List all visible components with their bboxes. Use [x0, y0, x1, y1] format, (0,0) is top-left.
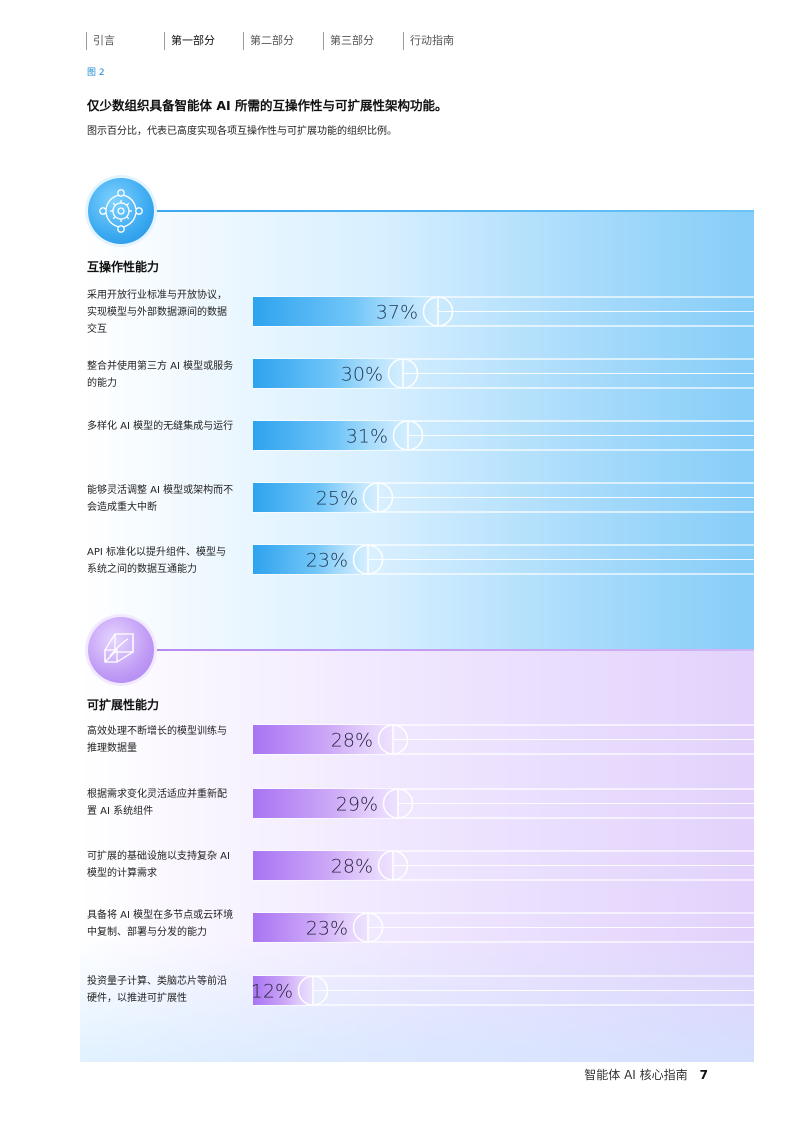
figure-subtitle: 图示百分比，代表已高度实现各项互操作性与可扩展功能的组织比例。	[87, 126, 397, 137]
figure-title: 仅少数组织具备智能体 AI 所需的互操作性与可扩展性架构功能。	[87, 98, 448, 113]
scale-2-bar	[253, 789, 398, 818]
interoperability-panel	[80, 212, 754, 652]
scale-4-bar	[253, 913, 368, 942]
scale-1-bar	[253, 725, 393, 754]
interop-3-bar	[253, 421, 408, 450]
interop-row-label-4: 能够灵活调整 AI 模型或架构而不会造成重大中断	[87, 485, 234, 513]
interop-row-label-1: 采用开放行业标准与开放协议，实现模型与外部数据源间的数据交互	[87, 290, 227, 335]
interop-2-value-label: 30%	[341, 364, 383, 386]
scale-row-label-3: 可扩展的基础设施以支持复杂 AI 模型的计算需求	[87, 851, 230, 879]
scale-3-bar	[253, 851, 393, 880]
interoperability-title: 互操作性能力	[87, 260, 160, 274]
interop-5-value-label: 23%	[306, 550, 348, 572]
page-number: 7	[699, 1068, 708, 1082]
interop-4-bar	[253, 483, 378, 512]
scale-1-value-label: 28%	[331, 730, 373, 752]
cube-wireframe-icon	[88, 617, 154, 683]
scale-row-label-4: 具备将 AI 模型在多节点或云环境中复制、部署与分发的能力	[87, 910, 234, 938]
interop-3-value-label: 31%	[346, 426, 388, 448]
scale-row-label-1: 高效处理不断增长的模型训练与推理数据量	[87, 726, 227, 754]
scalability-divider	[156, 649, 754, 651]
gear-network-icon	[88, 178, 154, 244]
nav-item-intro[interactable]: 引言	[86, 32, 115, 50]
interop-row-label-2: 整合并使用第三方 AI 模型或服务的能力	[87, 361, 234, 389]
scale-row-label-2: 根据需求变化灵活适应并重新配置 AI 系统组件	[87, 789, 227, 817]
scale-2-value-label: 29%	[336, 794, 378, 816]
footer-title: 智能体 AI 核心指南	[584, 1068, 688, 1082]
figure-label: 图 2	[87, 68, 105, 78]
scale-5-value-label: 12%	[251, 981, 293, 1003]
nav-item-part1[interactable]: 第一部分	[164, 32, 215, 50]
page-footer: 智能体 AI 核心指南 7	[584, 1066, 708, 1083]
interop-2-bar	[253, 359, 403, 388]
scale-row-label-5: 投资量子计算、类脑芯片等前沿硬件，以推进可扩展性	[87, 976, 227, 1004]
interop-1-bar	[253, 297, 438, 326]
scale-4-value-label: 23%	[306, 918, 348, 940]
interop-row-label-5: API 标准化以提升组件、模型与系统之间的数据互通能力	[87, 547, 226, 575]
nav-item-part3[interactable]: 第三部分	[323, 32, 374, 50]
interop-5-bar	[253, 545, 368, 574]
nav-item-part2[interactable]: 第二部分	[243, 32, 294, 50]
interop-4-value-label: 25%	[316, 488, 358, 510]
scalability-title: 可扩展性能力	[87, 698, 160, 712]
scalability-panel	[80, 650, 754, 1062]
interoperability-divider	[156, 210, 754, 212]
nav-item-action-guide[interactable]: 行动指南	[403, 32, 454, 50]
interop-1-value-label: 37%	[376, 302, 418, 324]
interop-row-label-3: 多样化 AI 模型的无缝集成与运行	[87, 421, 234, 432]
scale-3-value-label: 28%	[331, 856, 373, 878]
